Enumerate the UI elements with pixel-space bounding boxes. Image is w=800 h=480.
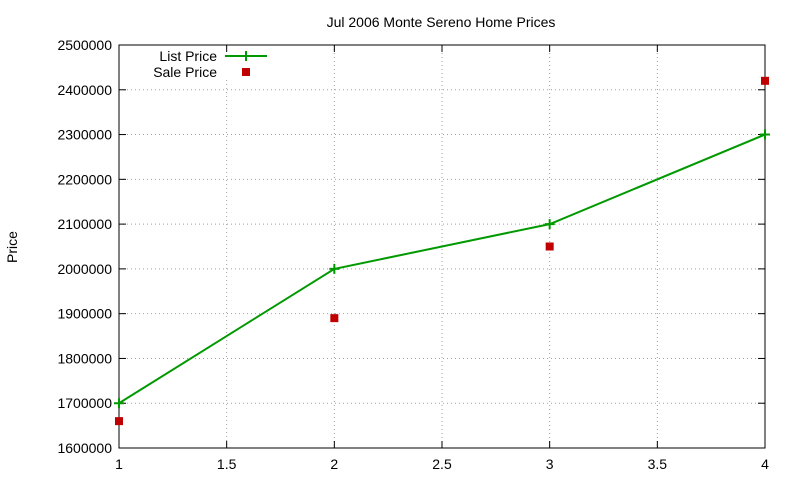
y-tick-label: 2300000 <box>57 127 112 143</box>
y-tick-label: 2000000 <box>57 261 112 277</box>
x-tick-label: 1 <box>115 456 123 472</box>
y-tick-label: 2400000 <box>57 82 112 98</box>
legend-marker-list-price <box>241 51 251 61</box>
grid <box>119 45 765 448</box>
sale-price-point <box>330 314 339 323</box>
list-price-point <box>760 129 770 140</box>
x-tick-label: 2 <box>330 456 338 472</box>
legend-label: Sale Price <box>153 64 217 80</box>
legend-label: List Price <box>159 48 217 64</box>
sale-price-point <box>761 76 769 85</box>
x-tick-label: 4 <box>761 456 769 472</box>
legend-marker-sale-price <box>242 68 250 76</box>
chart-title: Jul 2006 Monte Sereno Home Prices <box>327 14 556 30</box>
list-price-point <box>114 398 124 409</box>
sale-price-point <box>115 417 123 426</box>
y-tick-label: 1800000 <box>57 350 112 366</box>
series-line-list-price <box>118 133 766 405</box>
y-tick-label: 1700000 <box>57 395 112 411</box>
sale-price-point <box>545 242 554 251</box>
series <box>114 76 770 426</box>
x-tick-label: 1.5 <box>217 456 237 472</box>
list-price-point <box>329 263 340 274</box>
x-tick-label: 2.5 <box>432 456 452 472</box>
x-tick-label: 3.5 <box>648 456 668 472</box>
x-tick-label: 3 <box>546 456 554 472</box>
list-price-point <box>544 219 555 230</box>
y-tick-label: 1900000 <box>57 306 112 322</box>
y-axis-title: Price <box>4 231 20 263</box>
y-tick-label: 2100000 <box>57 216 112 232</box>
y-tick-label: 2200000 <box>57 171 112 187</box>
axis-ticks: 1600000 1700000 1800000 1900000 2000000 21000… <box>57 37 769 472</box>
y-tick-label: 2500000 <box>57 37 112 53</box>
y-tick-label: 1600000 <box>57 440 112 456</box>
